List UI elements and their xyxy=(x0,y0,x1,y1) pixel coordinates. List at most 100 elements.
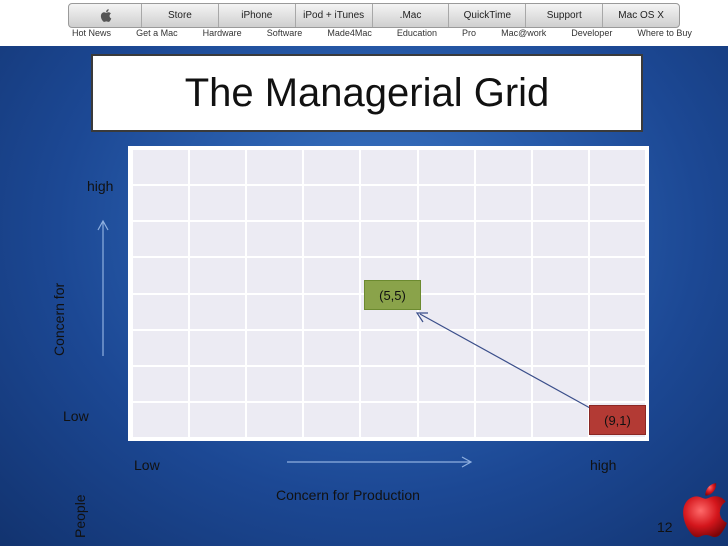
grid-cell xyxy=(475,258,531,293)
tab-mac-os-x[interactable]: Mac OS X xyxy=(618,10,664,21)
grid-cell xyxy=(133,222,189,257)
tab-quicktime[interactable]: QuickTime xyxy=(449,4,527,27)
grid-cell xyxy=(304,366,360,401)
x-high-label: high xyxy=(590,457,617,473)
sublink-hardware[interactable]: Hardware xyxy=(202,28,242,38)
grid-cell xyxy=(190,150,246,185)
grid-cell xyxy=(304,330,360,365)
sublink-pro[interactable]: Pro xyxy=(462,28,477,38)
sublink-get-a-mac[interactable]: Get a Mac xyxy=(136,28,178,38)
x-axis-arrow xyxy=(287,456,473,468)
y-axis-label-concern-for: Concern for xyxy=(51,282,67,356)
tab-store[interactable]: Store xyxy=(142,4,219,27)
x-low-label: Low xyxy=(134,457,160,473)
grid-cell xyxy=(589,186,645,221)
title-box: The Managerial Grid xyxy=(91,54,643,132)
grid-cell xyxy=(361,150,417,185)
grid-cell xyxy=(418,258,474,293)
point-5-5: (5,5) xyxy=(364,280,421,310)
grid-cell xyxy=(190,330,246,365)
grid-cell xyxy=(190,366,246,401)
tab-iphone[interactable]: iPhone xyxy=(219,4,296,27)
grid-cell xyxy=(475,402,531,437)
tab-support[interactable]: Support xyxy=(526,4,604,27)
sublink-made4mac[interactable]: Made4Mac xyxy=(327,28,372,38)
grid-cell xyxy=(589,294,645,329)
grid-cell xyxy=(589,258,645,293)
grid-cell xyxy=(532,366,588,401)
grid-cell xyxy=(247,222,303,257)
sublink-education[interactable]: Education xyxy=(396,28,437,38)
grid-cell xyxy=(247,330,303,365)
grid-cell xyxy=(133,366,189,401)
grid-cell xyxy=(247,402,303,437)
x-axis-label: Concern for Production xyxy=(276,487,420,503)
grid-cell xyxy=(589,366,645,401)
grid-cell xyxy=(247,258,303,293)
grid-cell xyxy=(190,258,246,293)
grid-cell xyxy=(361,366,417,401)
grid-cell xyxy=(133,186,189,221)
y-axis-arrow xyxy=(97,219,109,356)
grid-cell xyxy=(589,150,645,185)
sublink-software[interactable]: Software xyxy=(266,28,303,38)
page-number: 12 xyxy=(657,519,673,535)
apple-logo-tab[interactable] xyxy=(69,4,142,27)
grid-cell xyxy=(532,186,588,221)
y-low-label: Low xyxy=(63,408,89,424)
sublink-developer[interactable]: Developer xyxy=(571,28,613,38)
grid-cell xyxy=(475,366,531,401)
grid-cell xyxy=(589,222,645,257)
nav-tabs: Store iPhone iPod + iTunes .Mac QuickTim… xyxy=(68,3,680,28)
tab-mac[interactable]: .Mac xyxy=(373,4,450,27)
grid-cell xyxy=(190,186,246,221)
sublink-where-to-buy[interactable]: Where to Buy xyxy=(637,28,692,38)
grid-cell xyxy=(475,150,531,185)
tab-ipod-itunes[interactable]: iPod + iTunes xyxy=(296,4,373,27)
grid-cell xyxy=(133,258,189,293)
grid-cell xyxy=(418,366,474,401)
grid-cell xyxy=(247,186,303,221)
grid-cell xyxy=(532,402,588,437)
grid-cell xyxy=(589,330,645,365)
grid-cell xyxy=(361,186,417,221)
grid-cell xyxy=(304,150,360,185)
grid-cell xyxy=(418,150,474,185)
y-axis-label-people: People xyxy=(72,494,88,538)
grid-cell xyxy=(133,330,189,365)
sublink-hot-news[interactable]: Hot News xyxy=(72,28,112,38)
grid-cell xyxy=(361,222,417,257)
grid-cell xyxy=(532,222,588,257)
grid-cell xyxy=(304,402,360,437)
slide-title: The Managerial Grid xyxy=(184,70,550,115)
point-9-1: (9,1) xyxy=(589,405,646,435)
grid-cell xyxy=(304,186,360,221)
apple-nav-bar: Store iPhone iPod + iTunes .Mac QuickTim… xyxy=(0,0,728,46)
grid-cell xyxy=(304,222,360,257)
grid-cell xyxy=(475,330,531,365)
grid-cell xyxy=(190,294,246,329)
grid-cell xyxy=(304,258,360,293)
grid-cell xyxy=(532,258,588,293)
grid-cell xyxy=(418,330,474,365)
grid-cell xyxy=(133,150,189,185)
apple-icon xyxy=(100,9,111,22)
grid-cell xyxy=(532,294,588,329)
grid-cell xyxy=(133,294,189,329)
sublink-mac-at-work[interactable]: Mac@work xyxy=(501,28,547,38)
nav-sublinks: Hot News Get a Mac Hardware Software Mad… xyxy=(72,28,692,42)
grid-cell xyxy=(475,294,531,329)
grid-cell xyxy=(247,294,303,329)
grid-cell xyxy=(475,186,531,221)
grid-cell xyxy=(532,150,588,185)
grid-cell xyxy=(190,402,246,437)
grid-cell xyxy=(418,402,474,437)
grid-cell xyxy=(418,186,474,221)
grid-cell xyxy=(247,366,303,401)
grid-cell xyxy=(361,330,417,365)
grid-cell xyxy=(304,294,360,329)
grid-cell xyxy=(133,402,189,437)
apple-logo-icon xyxy=(683,483,727,538)
grid-cell xyxy=(361,402,417,437)
grid-cell xyxy=(532,330,588,365)
